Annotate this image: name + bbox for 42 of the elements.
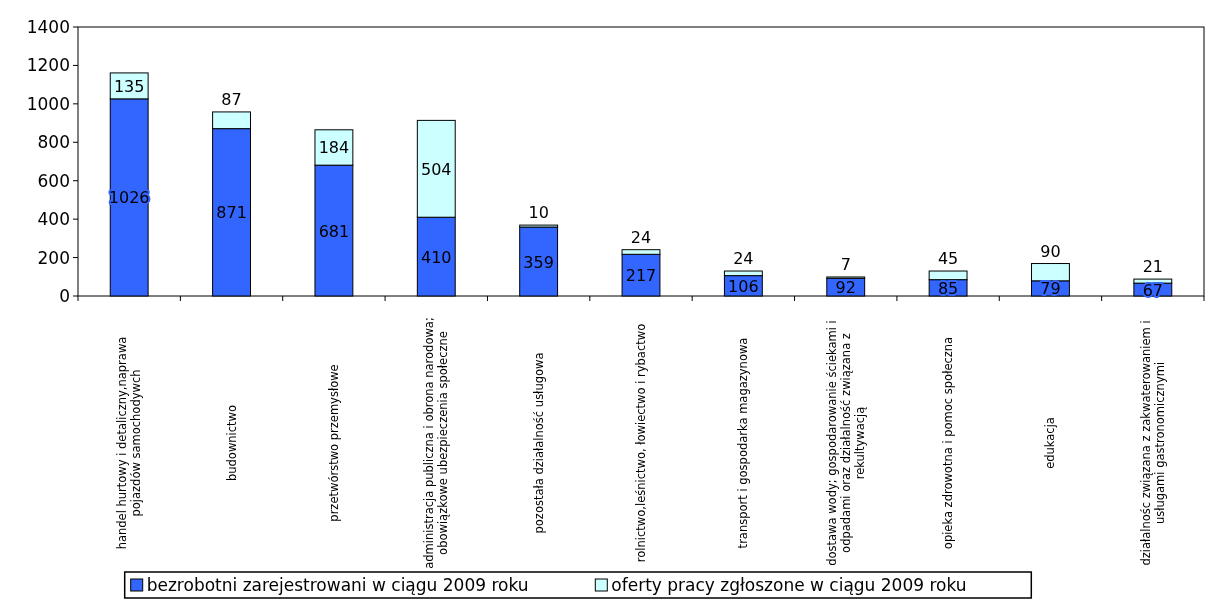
x-tick-label: transport i gospodarka magazynowa — [736, 337, 751, 549]
data-label: 217 — [625, 266, 657, 286]
data-label: 10 — [528, 203, 549, 223]
x-tick-label: dostawa wody; gospodarowanie ściekami i odpadami oraz działalność związana z rekultywacją — [824, 320, 867, 566]
legend-label: bezrobotni zarejestrowani w ciągu 2009 roku — [146, 575, 529, 595]
data-label: 359 — [523, 252, 554, 272]
x-tick-label: przetwórstwo przemysłowe — [326, 364, 341, 522]
data-label: 135 — [113, 76, 145, 96]
data-label: 681 — [318, 221, 350, 241]
data-label: 106 — [728, 276, 759, 296]
data-label: 45 — [937, 249, 959, 269]
x-tick-label: budownictwo — [224, 404, 239, 482]
data-label: 92 — [835, 278, 856, 298]
y-tick-label: 0 — [59, 286, 70, 306]
data-label: 24 — [630, 227, 652, 247]
x-tick-label: administracja publiczna i obrona narodowa; obowiązkowe ubezpieczenia społeczne — [422, 317, 451, 569]
y-tick-label: 200 — [37, 247, 70, 268]
data-label: 90 — [1040, 241, 1061, 261]
x-tick-label: edukacja — [1043, 417, 1058, 469]
data-label: 67 — [1142, 280, 1163, 300]
data-label: 85 — [937, 278, 959, 298]
legend-label: oferty pracy zgłoszone w ciągu 2009 roku — [611, 575, 967, 595]
data-label: 7 — [840, 254, 851, 274]
data-label: 504 — [421, 159, 452, 179]
y-tick-label: 1000 — [26, 93, 70, 114]
data-label: 24 — [733, 249, 754, 269]
y-tick-label: 600 — [37, 170, 70, 191]
data-label: 184 — [318, 138, 350, 158]
x-tick-label: pozostała działalność usługowa — [531, 352, 546, 534]
x-tick-label: działalnośc związana z zakwaterowaniem i usługami gastronomicznymi — [1138, 320, 1167, 566]
y-tick-label: 400 — [37, 209, 70, 230]
y-tick-label: 1400 — [26, 17, 70, 37]
data-label: 21 — [1142, 257, 1163, 277]
y-tick-label: 800 — [37, 132, 70, 153]
data-label: 871 — [216, 203, 247, 223]
data-label: 79 — [1040, 279, 1061, 299]
data-label: 87 — [221, 89, 242, 109]
x-tick-label: rolnictwo,leśnictwo, łowiectwo i rybactwo — [634, 323, 648, 563]
data-label: 410 — [421, 247, 452, 267]
y-tick-label: 1200 — [26, 55, 70, 76]
x-tick-label: opieka zdrowotna i pomoc społeczna — [941, 336, 956, 550]
x-tick-label: handel hurtowy i detaliczny,naprawa pojazdów samochodywch — [115, 336, 144, 550]
